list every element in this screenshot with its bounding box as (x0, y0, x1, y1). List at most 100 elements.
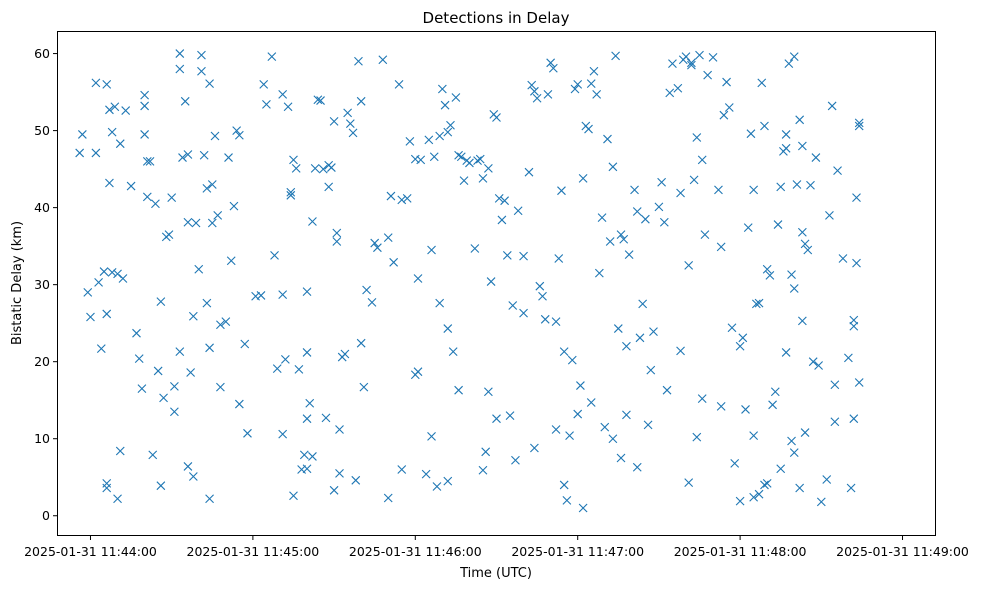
data-point (684, 478, 694, 488)
data-point (272, 364, 282, 374)
data-point (197, 50, 206, 60)
data-point (849, 414, 859, 424)
data-point (757, 78, 767, 88)
data-point (140, 101, 150, 111)
data-point (827, 101, 837, 111)
data-point (551, 425, 561, 434)
x-tick-label: 2025-01-31 11:47:00 (511, 544, 644, 559)
data-point (603, 134, 612, 144)
data-point (792, 180, 802, 189)
data-point (492, 113, 501, 122)
data-point (416, 155, 426, 165)
x-axis: 2025-01-31 11:44:00 2025-01-31 11:45:00 20… (24, 535, 969, 559)
data-point (676, 346, 685, 356)
data-point (302, 414, 312, 424)
data-point (183, 217, 193, 227)
data-point (573, 79, 583, 89)
data-point (573, 409, 583, 419)
data-point (405, 136, 415, 146)
y-tick-label: 40 (34, 200, 50, 215)
data-point (383, 233, 393, 243)
data-point (760, 121, 769, 131)
data-point (530, 443, 539, 453)
data-point (94, 277, 103, 287)
data-point (205, 79, 214, 88)
data-point (216, 320, 225, 330)
data-point (283, 102, 293, 112)
data-point (175, 64, 185, 74)
data-point (454, 150, 463, 160)
data-point (332, 228, 342, 238)
data-point (751, 299, 761, 309)
data-point (657, 177, 667, 187)
data-point (584, 124, 593, 134)
data-point (207, 180, 217, 189)
data-point (654, 202, 664, 212)
data-point (345, 119, 355, 129)
data-point (586, 398, 596, 407)
data-point (797, 316, 807, 326)
data-point (714, 185, 723, 195)
data-point (749, 185, 759, 195)
data-point (789, 284, 799, 293)
data-point (622, 341, 631, 351)
data-point (451, 93, 461, 102)
data-point (800, 239, 810, 249)
data-point (435, 298, 445, 308)
data-point (519, 308, 528, 318)
data-point (741, 405, 750, 414)
data-point (554, 254, 564, 263)
data-point (234, 399, 244, 409)
data-point (99, 267, 109, 276)
data-point (110, 102, 120, 112)
data-point (787, 436, 796, 446)
data-point (800, 428, 810, 437)
data-point (115, 139, 125, 149)
data-point (115, 446, 125, 456)
data-point (592, 90, 602, 99)
data-point (502, 250, 512, 260)
x-tick-label: 2025-01-31 11:48:00 (674, 544, 807, 559)
data-point (359, 382, 369, 392)
data-point (797, 141, 807, 151)
data-point (616, 453, 626, 463)
data-point (96, 344, 106, 353)
data-point (291, 163, 301, 173)
data-point (443, 476, 453, 486)
data-point (191, 218, 201, 228)
data-point (578, 503, 588, 513)
data-point (329, 485, 339, 495)
data-point (216, 382, 225, 392)
data-point (700, 230, 710, 239)
data-point (286, 187, 296, 197)
data-point (456, 152, 466, 162)
data-point (443, 127, 453, 137)
data-point (611, 51, 620, 61)
data-point (659, 217, 669, 227)
data-point (749, 431, 759, 441)
data-point (624, 250, 634, 260)
data-point (754, 489, 764, 499)
data-point (188, 472, 198, 481)
data-point (473, 156, 482, 166)
data-point (565, 431, 574, 441)
x-tick-label: 2025-01-31 11:46:00 (349, 544, 482, 559)
data-point (808, 357, 818, 367)
data-point (630, 185, 639, 195)
data-point (687, 58, 696, 68)
data-point (697, 155, 707, 165)
data-point (635, 333, 645, 343)
data-point (849, 315, 859, 325)
data-point (735, 341, 745, 351)
data-point (825, 210, 834, 220)
data-point (102, 479, 112, 488)
data-point (175, 347, 185, 357)
data-point (421, 469, 431, 479)
data-point (121, 106, 131, 115)
data-point (854, 378, 864, 387)
data-point (749, 492, 759, 502)
data-point (389, 257, 399, 267)
data-point (335, 468, 344, 478)
data-point (687, 60, 696, 70)
